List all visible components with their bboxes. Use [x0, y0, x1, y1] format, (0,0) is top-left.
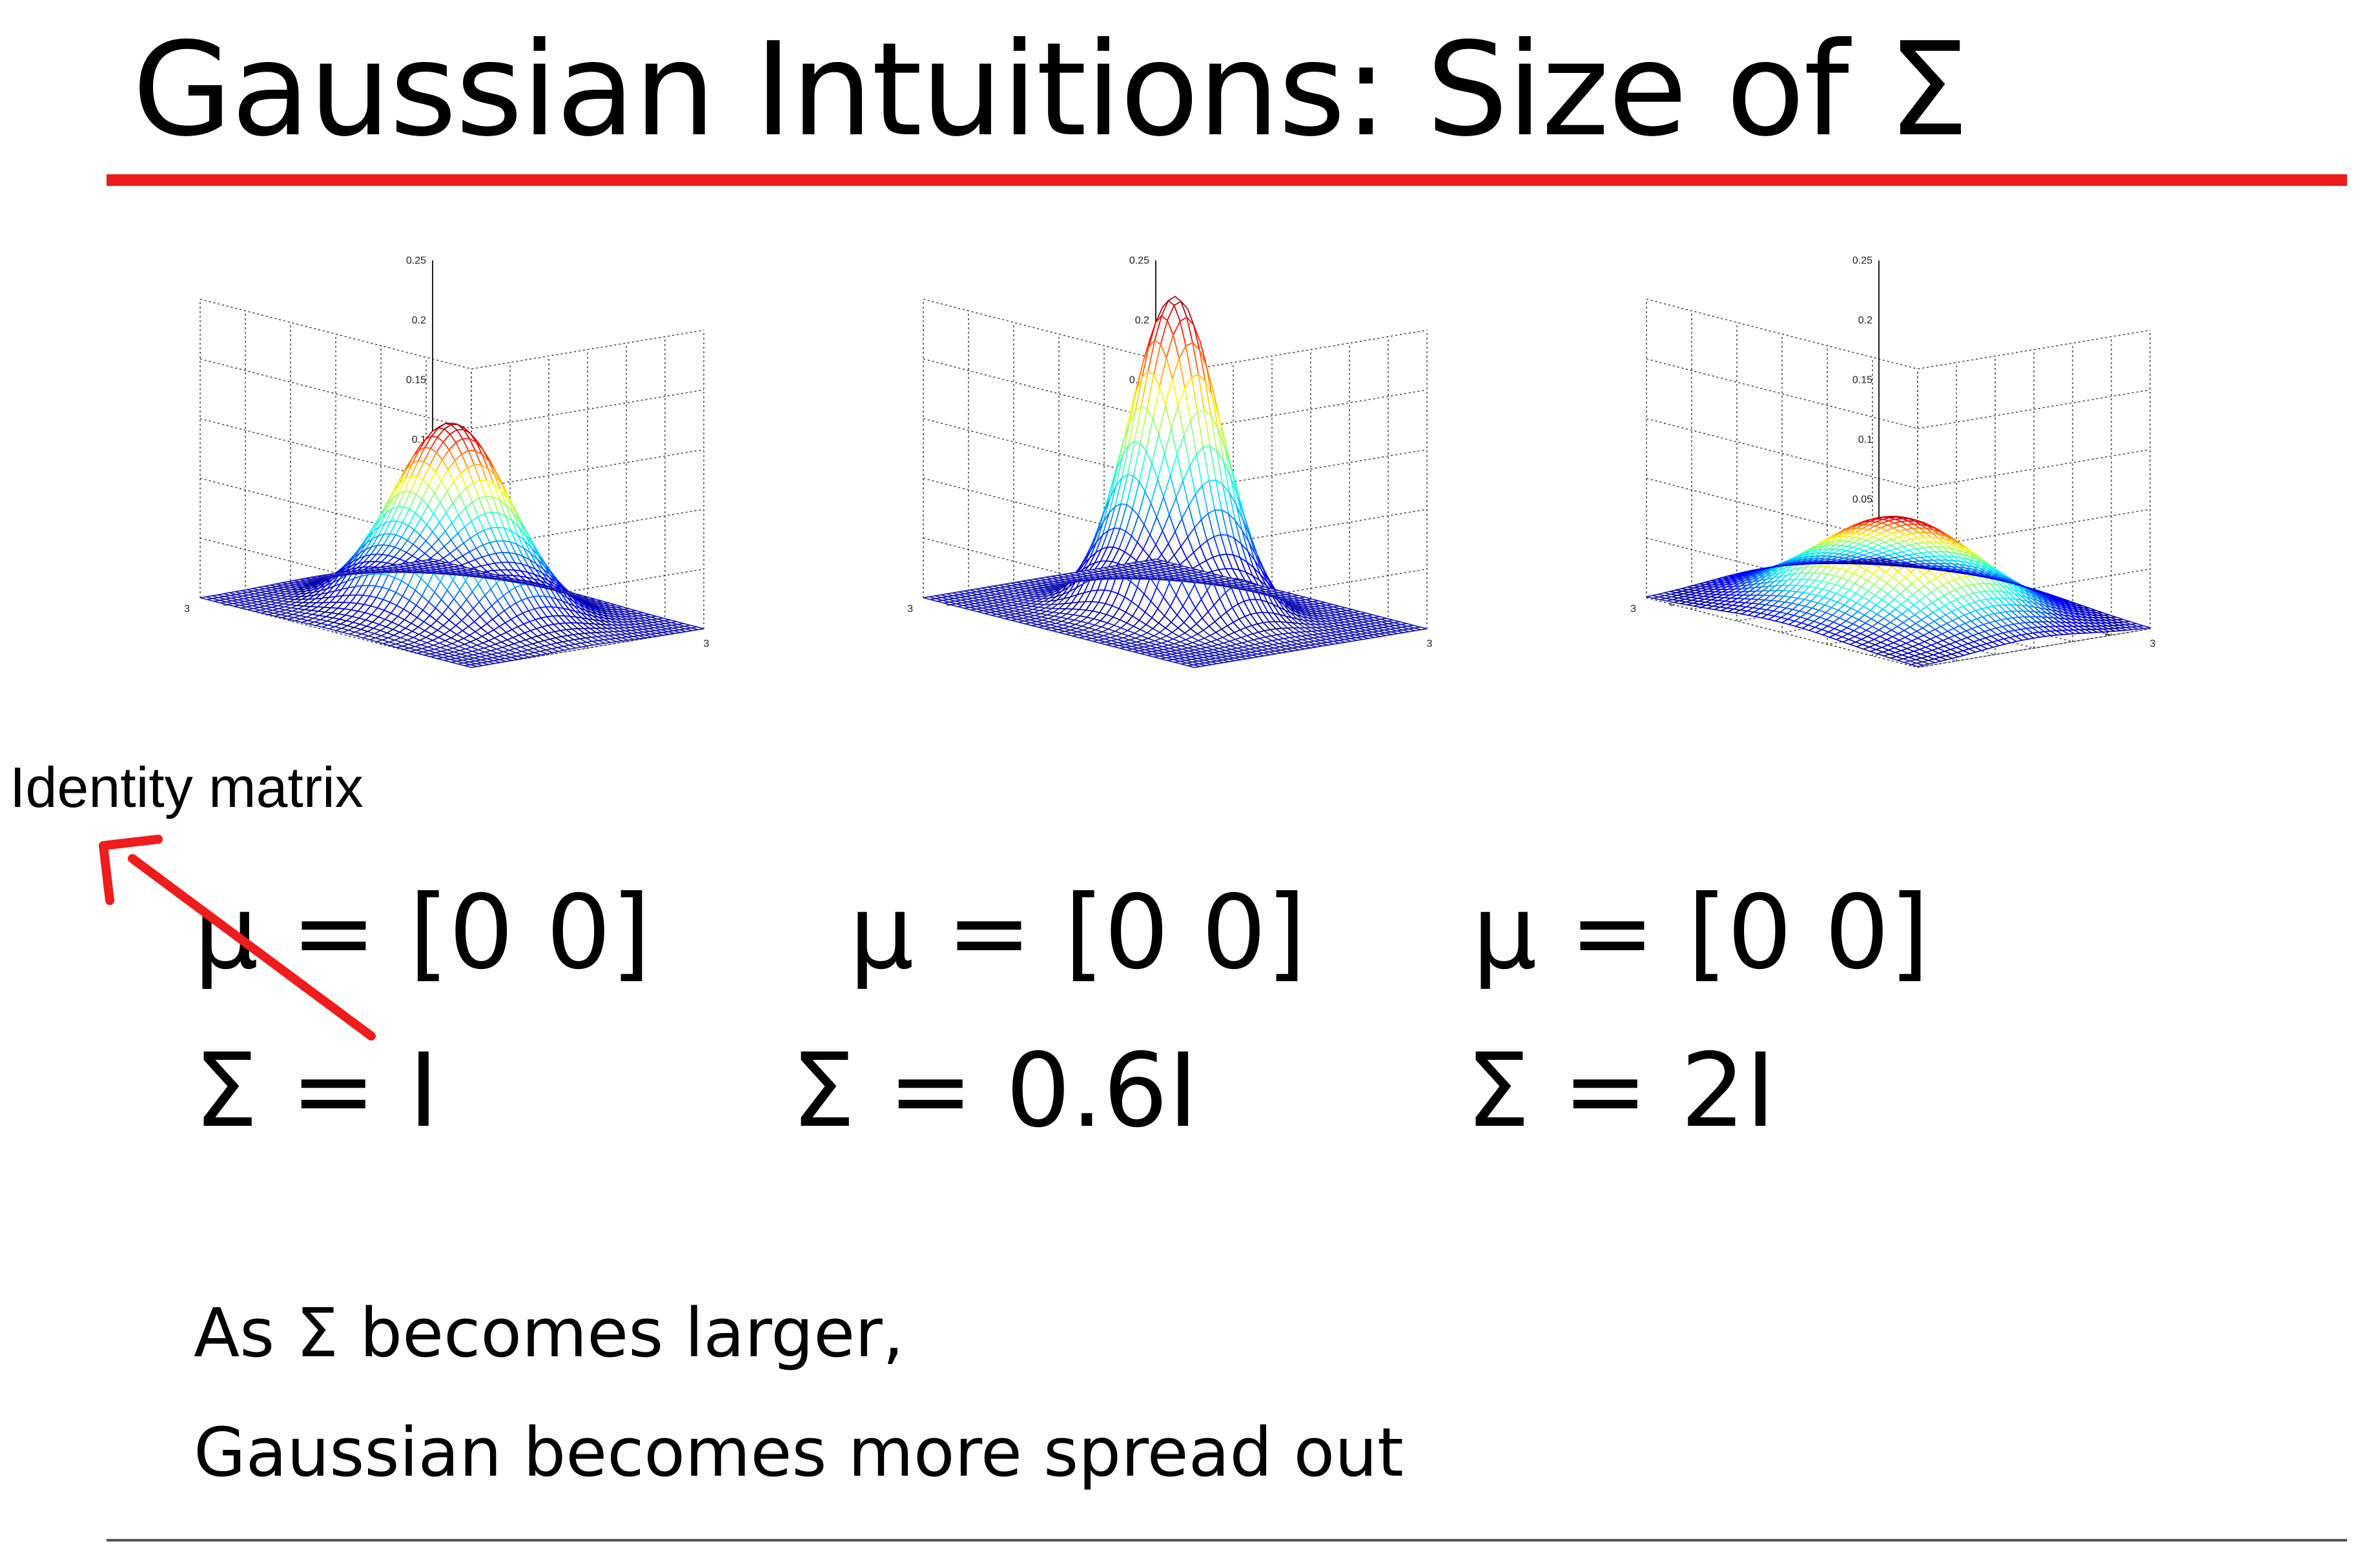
gaussian-surface-plot-0.6: 0.050.10.150.20.253210-1-2-3-3-2-10123 [907, 256, 1433, 668]
z-tick-label: 0.15 [406, 375, 426, 386]
mu-formula-2: μ = [0 0] [849, 873, 1306, 992]
y-tick-label: 3 [184, 604, 190, 615]
z-tick-label: 0.25 [406, 256, 426, 267]
bottom-rule [107, 1539, 2347, 1542]
x-tick-label: 3 [2150, 638, 2156, 649]
z-tick-label: 0.05 [1852, 494, 1872, 505]
mu-formula-1: μ = [0 0] [194, 873, 651, 992]
sigma-formula-2: Σ = 0.6I [791, 1032, 1198, 1150]
x-tick-label: 3 [1427, 638, 1433, 649]
sigma-formula-1: Σ = I [194, 1032, 439, 1150]
y-tick-label: 3 [907, 604, 913, 615]
mu-formula-3: μ = [0 0] [1472, 873, 1929, 992]
z-tick-label: 0.2 [412, 315, 426, 326]
gaussian-surface-plot-2: 0.050.10.150.20.253210-1-2-3-3-2-10123 [1630, 256, 2156, 668]
sigma-formula-3: Σ = 2I [1466, 1032, 1776, 1150]
z-tick-label: 0.25 [1852, 256, 1872, 267]
gaussian-surface-mesh [1646, 516, 2151, 667]
z-tick-label: 0.2 [1135, 315, 1149, 326]
x-tick-label: 2 [2105, 627, 2111, 638]
y-tick-label: 2 [1669, 597, 1675, 608]
x-tick-label: 3 [704, 638, 710, 649]
title-underline [107, 174, 2347, 186]
z-tick-label: 0.1 [1858, 434, 1872, 445]
gaussian-surface-mesh [200, 422, 704, 668]
caption-line-2: Gaussian becomes more spread out [194, 1413, 1404, 1492]
slide-title: Gaussian Intuitions: Size of Σ [132, 15, 1969, 165]
gaussian-surface-plot-identity: 0.050.10.150.20.253210-1-2-3-3-2-10123 [184, 256, 710, 668]
y-tick-label: 3 [1630, 604, 1636, 615]
identity-matrix-annotation: Identity matrix [10, 755, 364, 819]
gaussian-surface-mesh [923, 296, 1428, 668]
caption-line-1: As Σ becomes larger, [194, 1294, 904, 1372]
z-tick-label: 0.2 [1858, 315, 1872, 326]
z-tick-label: 0.25 [1129, 256, 1149, 267]
z-tick-label: 0.15 [1852, 375, 1872, 386]
